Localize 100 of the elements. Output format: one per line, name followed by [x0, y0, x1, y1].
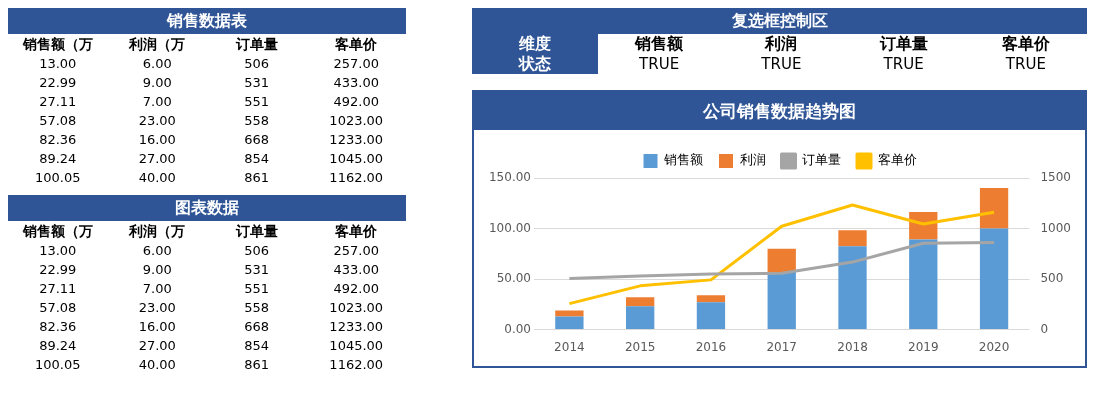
bar	[767, 248, 796, 272]
text: 854	[243, 150, 271, 168]
y2-tick-label: 1000	[1040, 220, 1072, 235]
text: 100.05	[34, 356, 82, 374]
x-tick-label: 2014	[554, 339, 585, 354]
text: 668	[243, 318, 271, 336]
text: 13.00	[38, 242, 78, 260]
text: 1162.00	[328, 356, 385, 374]
text: 433.00	[332, 261, 380, 279]
legend-label: 订单量	[802, 152, 841, 168]
text: 1045.00	[328, 150, 385, 168]
category-label: 利润（万	[128, 222, 187, 241]
text: 6.00	[141, 242, 173, 260]
category-label: 销售额（万	[21, 35, 94, 54]
y-tick-label: 150.00	[488, 170, 531, 185]
text: 506	[243, 55, 271, 73]
text: 6.00	[141, 55, 173, 73]
text: 558	[243, 299, 271, 317]
text: 506	[243, 242, 271, 260]
y-tick-label: 0.00	[504, 321, 531, 336]
legend-label: 客单价	[877, 152, 917, 168]
category-label: 维度	[519, 34, 551, 53]
text: 27.11	[38, 280, 78, 298]
category-label: 利润	[763, 34, 799, 54]
text: 9.00	[141, 261, 173, 279]
text: 854	[243, 337, 271, 355]
bar	[767, 271, 796, 330]
text: 57.08	[38, 112, 78, 130]
text: 1023.00	[328, 112, 385, 130]
text: 1045.00	[328, 337, 385, 355]
bar	[696, 295, 726, 303]
text: 销售数据表	[8, 8, 406, 34]
bar	[626, 297, 655, 307]
legend-label: 利润	[739, 152, 766, 168]
x-tick-label: 2015	[624, 339, 656, 354]
bar	[555, 316, 584, 330]
text: 861	[243, 169, 271, 187]
y2-tick-label: 1500	[1040, 170, 1072, 185]
x-tick-label: 2019	[908, 339, 939, 354]
text: 89.24	[38, 337, 78, 355]
text: TRUE	[882, 54, 925, 74]
x-tick-label: 2017	[766, 339, 797, 354]
text: TRUE	[638, 54, 681, 74]
text: 57.08	[38, 299, 78, 317]
text: 531	[243, 261, 271, 279]
bar	[979, 188, 1009, 229]
bar	[696, 302, 726, 330]
text: 531	[243, 74, 271, 92]
text: 551	[243, 93, 271, 111]
text: 1023.00	[328, 299, 385, 317]
category-label: 订单量	[234, 222, 279, 241]
text: 433.00	[332, 74, 380, 92]
text: 89.24	[38, 150, 78, 168]
y2-tick-label: 0	[1040, 321, 1049, 336]
bar	[555, 310, 584, 317]
text: TRUE	[760, 54, 803, 74]
text: 492.00	[332, 280, 380, 298]
y-tick-label: 100.00	[488, 220, 531, 235]
text: 82.36	[38, 318, 78, 336]
text: 图表数据	[8, 195, 406, 221]
bar	[838, 246, 867, 330]
text: 复选框控制区	[472, 8, 1087, 34]
category-label: 利润（万	[128, 35, 187, 54]
text: 257.00	[332, 242, 380, 260]
text: 1233.00	[328, 131, 385, 149]
text: 16.00	[137, 318, 177, 336]
text: 27.00	[137, 337, 177, 355]
text: 22.99	[38, 74, 78, 92]
text: 27.00	[137, 150, 177, 168]
x-tick-label: 2020	[978, 339, 1010, 354]
text: 23.00	[137, 299, 177, 317]
text: 558	[243, 112, 271, 130]
text: 7.00	[141, 280, 173, 298]
legend-label: 销售额	[663, 152, 703, 168]
text: 7.00	[141, 93, 173, 111]
text: 13.00	[38, 55, 78, 73]
category-label: 订单量	[878, 34, 929, 54]
text: TRUE	[1004, 54, 1047, 74]
x-tick-label: 2018	[837, 339, 868, 354]
text: 861	[243, 356, 271, 374]
y-tick-label: 50.00	[496, 271, 531, 286]
text: 257.00	[332, 55, 380, 73]
category-label: 销售额（万	[21, 222, 94, 241]
text: 22.99	[38, 261, 78, 279]
bar	[838, 230, 867, 247]
category-label: 状态	[519, 54, 551, 73]
category-label: 销售额	[633, 34, 685, 54]
x-tick-label: 2016	[695, 339, 727, 354]
text: 100.05	[34, 169, 82, 187]
chart-title: 公司销售数据趋势图	[474, 92, 1085, 130]
text: 27.11	[38, 93, 78, 111]
category-label: 客单价	[334, 35, 379, 54]
text: 668	[243, 131, 271, 149]
text: 16.00	[137, 131, 177, 149]
category-label: 客单价	[334, 222, 379, 241]
bar	[909, 239, 938, 330]
text: 40.00	[137, 356, 177, 374]
y2-tick-label: 500	[1040, 271, 1064, 286]
text: 9.00	[141, 74, 173, 92]
text: 82.36	[38, 131, 78, 149]
